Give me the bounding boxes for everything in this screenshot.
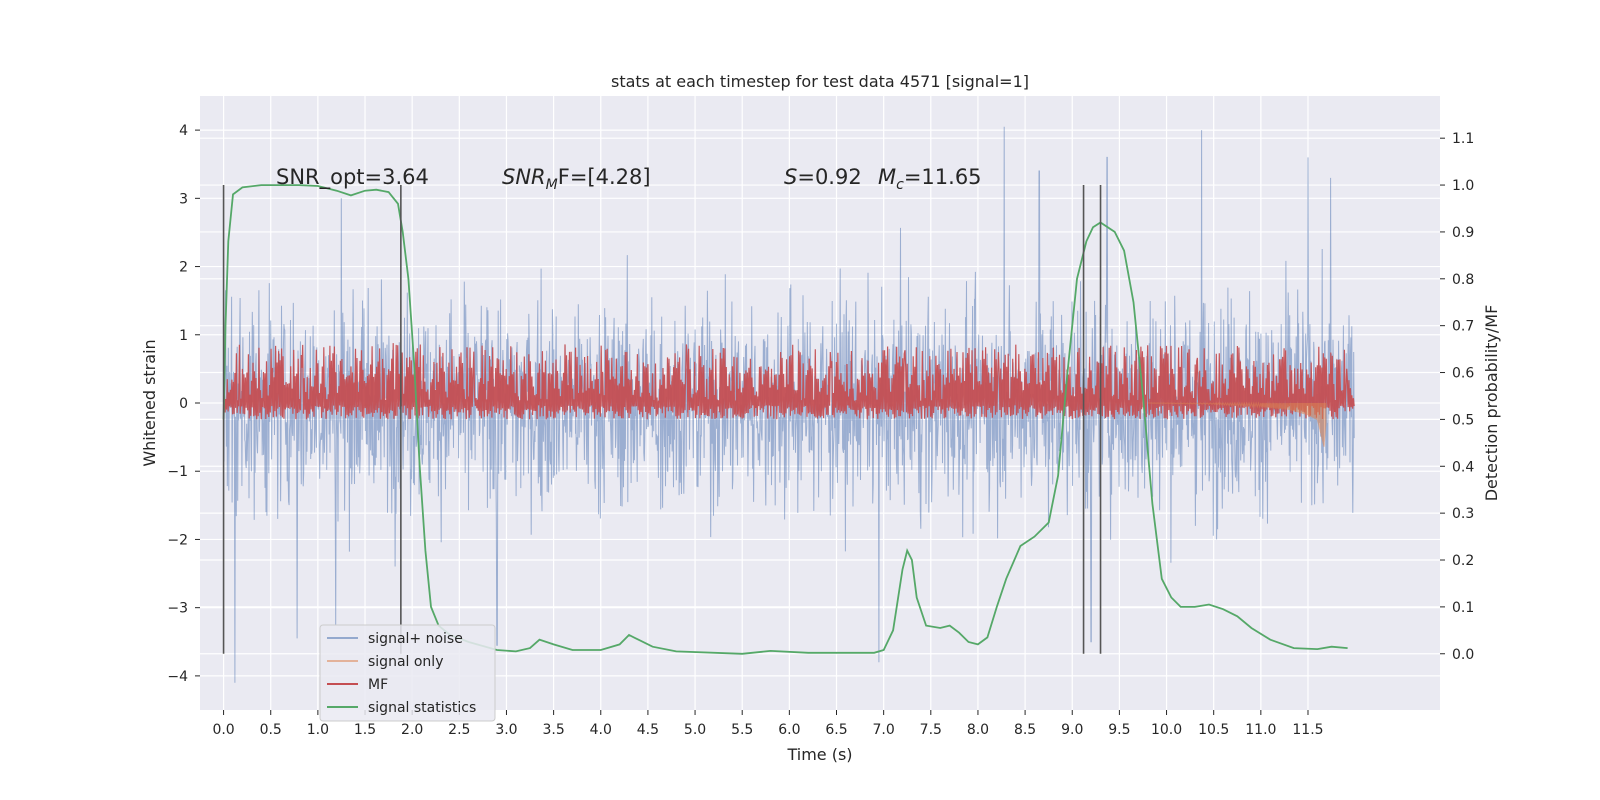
y2-tick-label: 1.1 — [1452, 131, 1474, 147]
x-tick-label: 8.5 — [1014, 722, 1036, 738]
legend: signal+ noise signal only MF signal stat… — [319, 624, 496, 722]
x-tick-label: 9.0 — [1061, 722, 1083, 738]
x-tick-label: 7.0 — [873, 722, 895, 738]
series-signal-noise — [223, 126, 1355, 683]
s-value: =0.92 — [797, 165, 861, 189]
y2-tick-label: 0.3 — [1452, 506, 1474, 522]
annotation-mc: Mc=11.65 — [878, 165, 982, 193]
x-tick-label: 0.5 — [260, 722, 282, 738]
x-tick-label: 2.5 — [448, 722, 470, 738]
x-tick-label: 5.0 — [684, 722, 706, 738]
x-tick-label: 11.0 — [1245, 722, 1276, 738]
x-tick-label: 10.5 — [1198, 722, 1229, 738]
x-tick-label: 9.5 — [1108, 722, 1130, 738]
x-tick-label: 7.5 — [920, 722, 942, 738]
s-symbol: S — [784, 165, 797, 189]
x-tick-label: 3.0 — [495, 722, 517, 738]
snr-mf-value: F=[4.28] — [558, 165, 651, 189]
y-axis-label: Whitened strain — [140, 339, 159, 466]
y-tick-label: −4 — [167, 669, 188, 685]
x-tick-label: 11.5 — [1292, 722, 1323, 738]
x-tick-label: 4.0 — [590, 722, 612, 738]
y2-tick-label: 0.1 — [1452, 600, 1474, 616]
x-tick-label: 2.0 — [401, 722, 423, 738]
x-tick-label: 1.0 — [307, 722, 329, 738]
y-tick-label: 1 — [179, 328, 188, 344]
y2-axis-ticks: 0.0 0.1 0.2 0.3 0.4 0.5 0.6 0.7 0.8 0.9 1.0 1.1 — [1440, 131, 1474, 663]
snr-mf-subscript: M — [546, 177, 558, 193]
x-axis-label: Time (s) — [786, 745, 852, 764]
legend-label-mf: MF — [368, 677, 388, 693]
y2-tick-label: 0.4 — [1452, 459, 1474, 475]
y-tick-label: −1 — [167, 464, 188, 480]
y-tick-label: −2 — [167, 532, 188, 548]
legend-label-signal-only: signal only — [368, 654, 443, 670]
x-tick-label: 1.5 — [354, 722, 376, 738]
legend-box — [319, 624, 496, 722]
vertical-lines — [222, 185, 1102, 654]
y2-tick-label: 0.0 — [1452, 647, 1474, 663]
annotation-snr-opt: SNR_opt=3.64 — [276, 165, 429, 190]
snr-mf-symbol: SNR — [502, 165, 546, 189]
series-signal-only — [1147, 401, 1327, 447]
x-tick-label: 0.0 — [212, 722, 234, 738]
y2-tick-label: 0.6 — [1452, 366, 1474, 382]
y-axis-ticks: −4 −3 −2 −1 0 1 2 3 4 — [167, 123, 200, 685]
x-tick-label: 3.5 — [542, 722, 564, 738]
y2-tick-label: 0.5 — [1452, 412, 1474, 428]
mc-value: =11.65 — [904, 165, 982, 189]
x-tick-label: 8.0 — [967, 722, 989, 738]
y-tick-label: 4 — [179, 123, 188, 139]
x-axis-ticks: 0.0 0.5 1.0 1.5 2.0 2.5 3.0 3.5 4.0 4.5 5.0 5.5 6.0 6… — [212, 710, 1324, 738]
series-mf — [223, 343, 1355, 420]
mc-symbol: M — [878, 165, 896, 189]
x-tick-label: 6.5 — [825, 722, 847, 738]
x-tick-label: 5.5 — [731, 722, 753, 738]
chart-title: stats at each timestep for test data 457… — [611, 72, 1029, 91]
legend-label-signal-statistics: signal statistics — [368, 700, 476, 716]
y2-axis-label: Detection probability/MF — [1482, 305, 1501, 502]
y2-tick-label: 1.0 — [1452, 178, 1474, 194]
series-signal-statistics — [222, 184, 1348, 655]
legend-label-signal-noise: signal+ noise — [368, 631, 463, 647]
y-tick-label: 3 — [179, 191, 188, 207]
annotation-snr-mf: SNRMF=[4.28] — [502, 165, 651, 193]
y-tick-label: 0 — [179, 396, 188, 412]
y-tick-label: 2 — [179, 260, 188, 276]
y2-tick-label: 0.8 — [1452, 272, 1474, 288]
x-tick-label: 4.5 — [637, 722, 659, 738]
annotation-s: S=0.92 — [784, 165, 862, 189]
x-tick-label: 6.0 — [778, 722, 800, 738]
x-tick-label: 10.0 — [1151, 722, 1182, 738]
y2-tick-label: 0.7 — [1452, 319, 1474, 335]
mc-subscript: c — [896, 177, 904, 193]
y2-tick-label: 0.9 — [1452, 225, 1474, 241]
y2-tick-label: 0.2 — [1452, 553, 1474, 569]
series-layer — [222, 126, 1355, 683]
y-tick-label: −3 — [167, 601, 188, 617]
